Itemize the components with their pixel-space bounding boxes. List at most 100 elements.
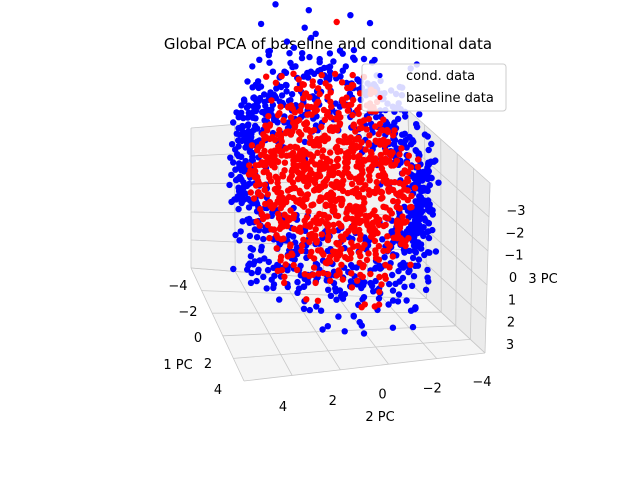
x-tick-label: 4 — [214, 383, 222, 398]
data-point — [328, 124, 335, 131]
data-point — [338, 261, 345, 268]
data-point — [298, 131, 305, 138]
data-point — [389, 297, 397, 304]
data-point — [403, 228, 410, 235]
data-point — [375, 242, 383, 250]
data-point — [376, 273, 383, 281]
data-point — [294, 153, 301, 161]
data-point — [422, 286, 430, 293]
data-point — [399, 131, 406, 138]
data-point — [295, 76, 302, 83]
data-point — [326, 83, 333, 90]
data-point — [327, 258, 334, 265]
data-point — [343, 160, 350, 167]
data-point — [366, 177, 373, 184]
data-point — [327, 98, 334, 106]
data-point — [283, 38, 291, 45]
legend-marker-cond — [377, 72, 383, 79]
data-point — [271, 136, 279, 144]
data-point — [254, 78, 262, 85]
data-point — [348, 279, 356, 286]
data-point — [435, 179, 442, 186]
data-point — [333, 18, 340, 26]
data-point — [246, 180, 253, 187]
data-point — [349, 71, 356, 79]
data-point — [282, 261, 289, 268]
data-point — [389, 287, 397, 294]
data-point — [232, 196, 240, 203]
data-point — [338, 79, 346, 86]
data-point — [411, 210, 418, 218]
data-point — [317, 66, 324, 74]
data-point — [301, 271, 308, 278]
data-point — [298, 247, 305, 254]
data-point — [393, 145, 400, 152]
data-point — [318, 231, 325, 238]
data-point — [367, 270, 374, 278]
data-point — [394, 204, 401, 211]
data-point — [348, 261, 355, 269]
data-point — [330, 203, 337, 210]
data-point — [366, 19, 374, 27]
data-point — [406, 204, 414, 211]
data-point — [324, 135, 332, 142]
data-point — [416, 243, 423, 250]
data-point — [376, 216, 383, 223]
data-point — [248, 269, 255, 277]
data-point — [276, 142, 283, 149]
data-point — [360, 55, 368, 63]
data-point — [306, 171, 313, 179]
data-point — [273, 85, 280, 92]
data-point — [403, 297, 410, 304]
data-point — [389, 149, 396, 156]
data-point — [263, 285, 270, 292]
data-point — [341, 102, 348, 109]
data-point — [350, 312, 357, 319]
data-point — [398, 145, 405, 152]
floor-pane — [191, 268, 485, 381]
data-point — [307, 34, 315, 42]
z-tick-label: 0 — [509, 271, 517, 286]
grid-line — [234, 271, 293, 376]
data-point — [238, 109, 245, 117]
data-point — [354, 277, 361, 284]
data-point — [296, 136, 303, 144]
y-tick-label: 0 — [378, 388, 386, 403]
data-point — [319, 147, 327, 154]
data-point — [238, 102, 245, 109]
data-point — [326, 50, 334, 57]
data-point — [335, 313, 342, 320]
data-point — [408, 282, 416, 290]
data-point — [274, 267, 281, 275]
data-point — [316, 166, 323, 174]
data-point — [334, 155, 342, 162]
data-point — [252, 162, 259, 169]
data-point — [407, 307, 415, 314]
data-point — [238, 189, 246, 196]
data-point — [278, 152, 285, 159]
data-point — [255, 144, 262, 151]
data-point — [370, 188, 377, 196]
data-point — [307, 151, 314, 158]
data-point — [266, 198, 273, 206]
data-point — [276, 126, 283, 134]
data-point — [331, 251, 338, 258]
data-point — [422, 186, 430, 193]
data-point — [235, 205, 242, 213]
data-point — [335, 267, 342, 274]
data-point — [386, 280, 393, 288]
data-point — [344, 189, 351, 197]
data-point — [260, 273, 267, 281]
data-point — [288, 172, 295, 179]
data-point — [401, 283, 408, 290]
data-point — [336, 240, 343, 247]
data-point — [272, 173, 279, 180]
data-point — [347, 173, 354, 181]
data-point — [270, 284, 277, 292]
data-point — [421, 251, 428, 259]
data-point — [260, 235, 267, 243]
data-point — [237, 228, 244, 235]
data-point — [256, 94, 264, 102]
data-point — [304, 160, 311, 167]
data-point — [264, 213, 271, 220]
